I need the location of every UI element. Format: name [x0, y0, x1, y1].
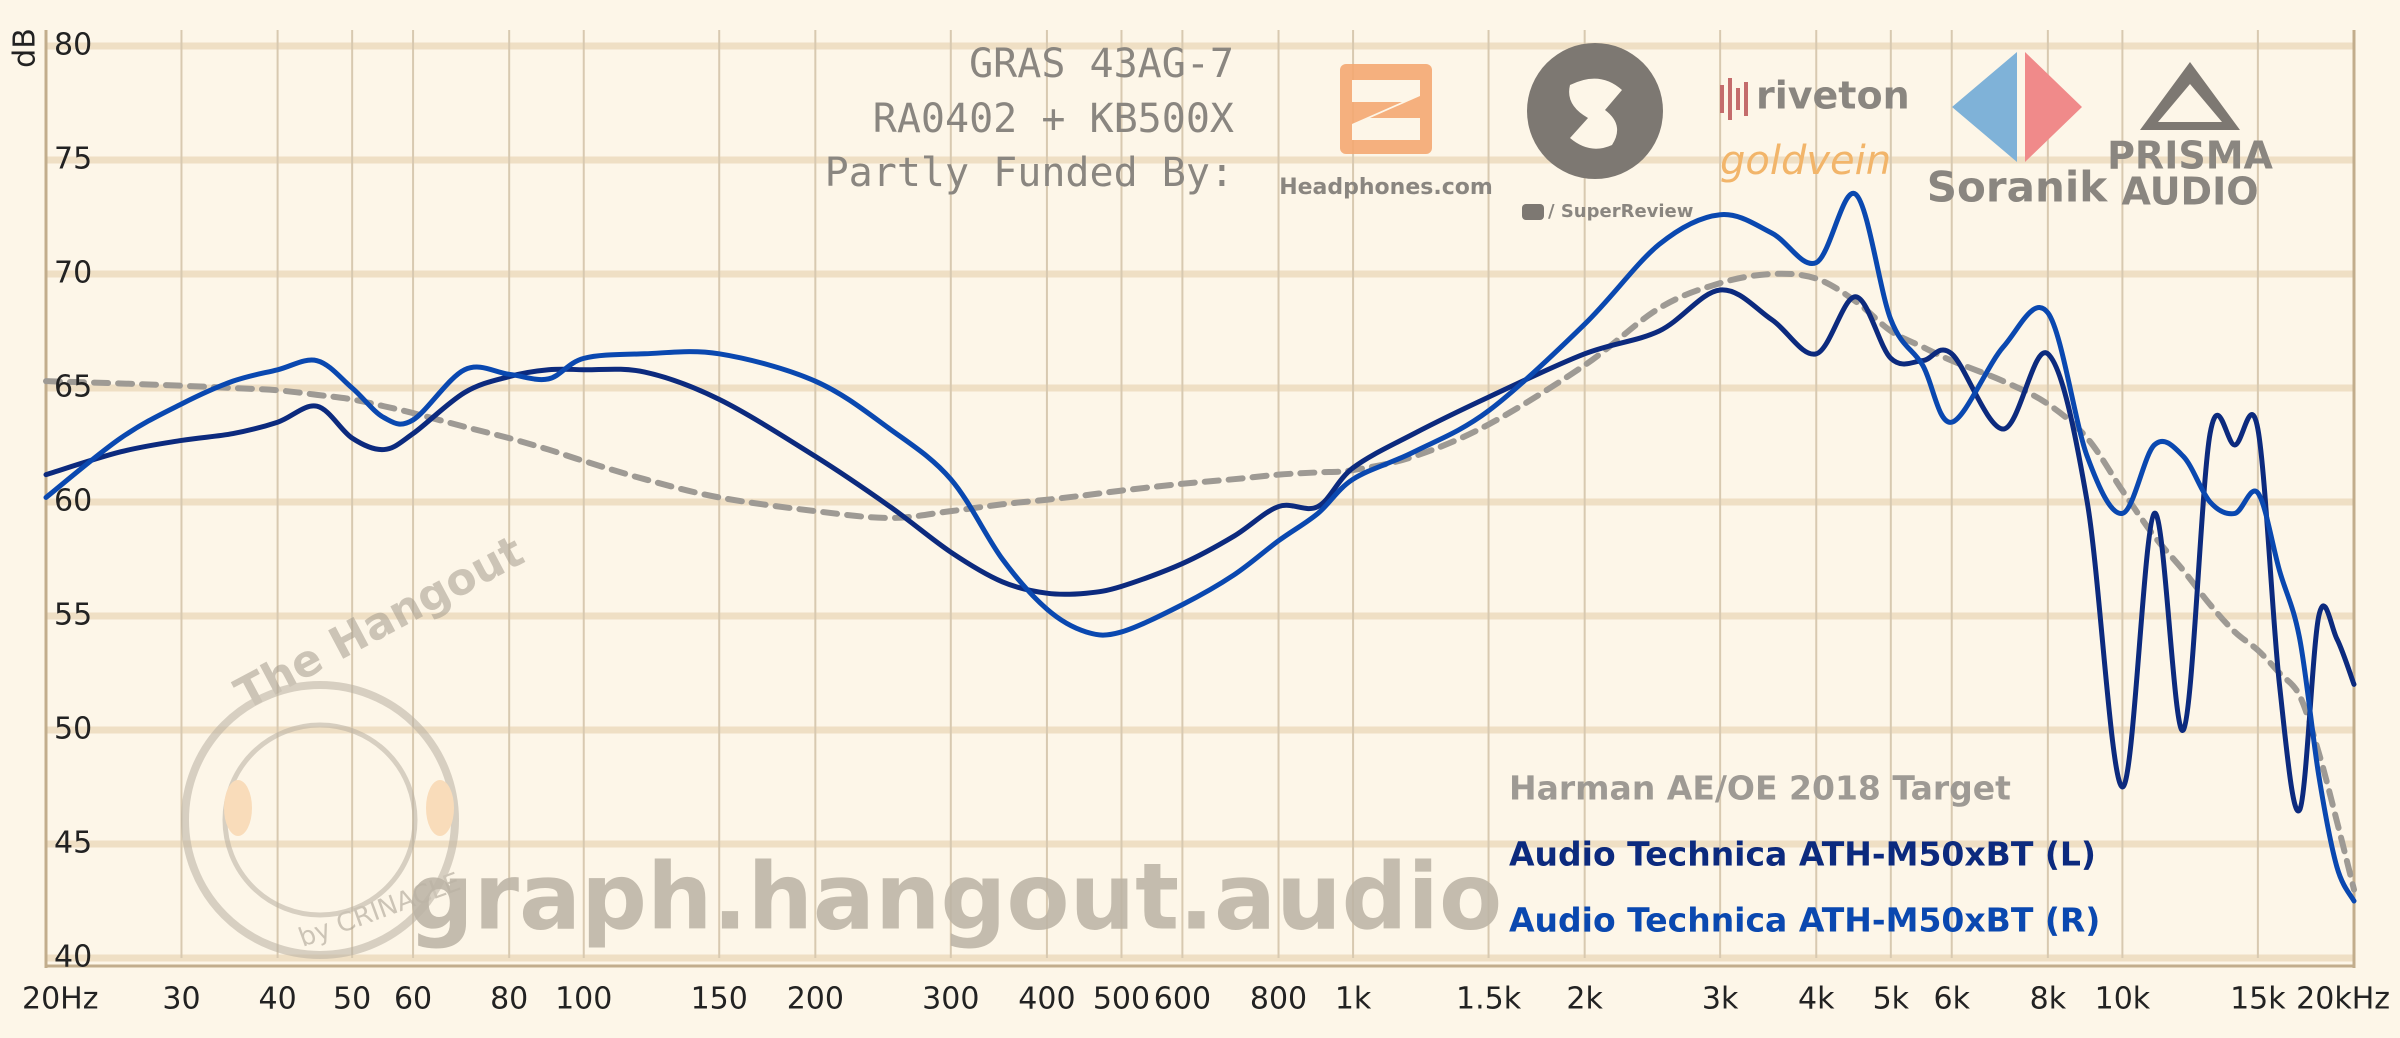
header-line: RA0402 + KB500X — [873, 96, 1234, 142]
logo-text: Headphones.com — [1279, 175, 1493, 200]
series-line — [43, 270, 2357, 893]
x-tick-label: 100 — [555, 982, 612, 1017]
header-line: GRAS 43AG-7 — [969, 41, 1234, 87]
logo-text: AUDIO — [2121, 170, 2258, 214]
y-tick-label: 50 — [54, 712, 92, 747]
x-tick-label: 300 — [922, 982, 979, 1017]
legend-entry: Harman AE/OE 2018 Target — [1509, 769, 2011, 808]
logo-text: riveton — [1756, 74, 1910, 118]
labels: 40 45 50 55 60 65 70 75 80 20Hz 30 40 50 60 80 100 150 20… — [22, 28, 2390, 1017]
x-tick-label: 150 — [691, 982, 748, 1017]
x-tick-label: 10k — [2095, 982, 2151, 1017]
watermark: graph.hangout.audio — [408, 843, 1502, 950]
y-tick-label: 80 — [54, 28, 92, 63]
x-tick-label: 500 — [1093, 982, 1150, 1017]
logo-riveton: riveton goldvein — [1720, 74, 1910, 184]
logo-headphones: Headphones.com — [1279, 64, 1493, 200]
header-line: Partly Funded By: — [825, 150, 1234, 196]
x-tick-label: 1.5k — [1456, 982, 1522, 1017]
x-tick-label: 15k — [2230, 982, 2286, 1017]
legend-entry: Audio Technica ATH-M50xBT (L) — [1509, 835, 2096, 874]
x-tick-label: 80 — [490, 982, 528, 1017]
x-tick-label: 8k — [2030, 982, 2067, 1017]
logo-superreview: / SuperReview — [1522, 43, 1693, 222]
y-tick-label: 70 — [54, 256, 92, 291]
logo-text: / SuperReview — [1548, 201, 1693, 222]
x-tick-label: 6k — [1933, 982, 1970, 1017]
grid — [44, 30, 2356, 968]
x-tick-label: 1k — [1335, 982, 1372, 1017]
y-tick-label: 65 — [54, 370, 92, 405]
logo-soranik: Soranik — [1927, 52, 2108, 212]
series-line — [43, 191, 2357, 904]
curves — [43, 191, 2357, 904]
x-tick-label: 2k — [1566, 982, 1603, 1017]
x-tick-label: 600 — [1154, 982, 1211, 1017]
x-tick-label: 800 — [1250, 982, 1307, 1017]
x-tick-label: 50 — [333, 982, 371, 1017]
x-tick-label: 5k — [1873, 982, 1910, 1017]
y-axis-label: dB — [8, 28, 43, 68]
y-tick-label: 45 — [54, 826, 92, 861]
y-tick-label: 75 — [54, 142, 92, 177]
x-tick-label: 20kHz — [2296, 982, 2390, 1017]
x-tick-label: 60 — [394, 982, 432, 1017]
x-tick-label: 3k — [1702, 982, 1739, 1017]
logo-text: PRISMA — [2107, 134, 2273, 178]
x-tick-label: 4k — [1798, 982, 1835, 1017]
x-tick-label: 400 — [1018, 982, 1075, 1017]
logo-text: Soranik — [1927, 163, 2108, 212]
logo-prisma: PRISMA AUDIO — [2107, 62, 2274, 214]
x-tick-label: 20Hz — [22, 982, 98, 1017]
y-tick-label: 60 — [54, 484, 92, 519]
logo-text: goldvein — [1720, 138, 1891, 184]
x-tick-label: 30 — [162, 982, 200, 1017]
x-tick-label: 40 — [258, 982, 296, 1017]
x-tick-label: 200 — [787, 982, 844, 1017]
y-tick-label: 40 — [54, 940, 92, 975]
y-tick-label: 55 — [54, 598, 92, 633]
legend-entry: Audio Technica ATH-M50xBT (R) — [1509, 901, 2100, 940]
